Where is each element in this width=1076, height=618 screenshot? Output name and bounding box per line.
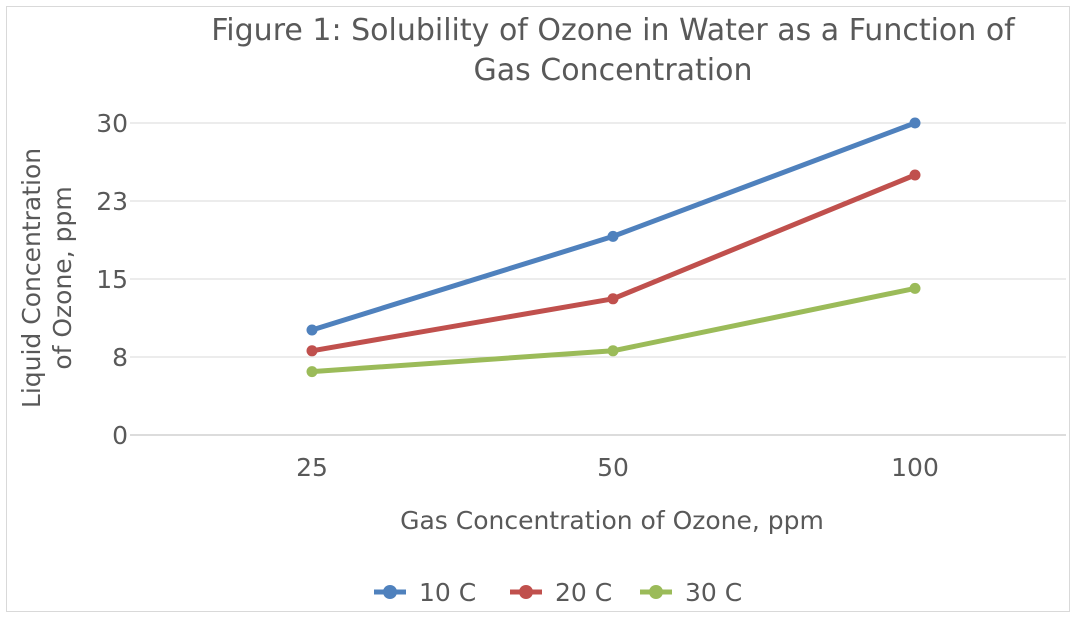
chart-title-line-1: Figure 1: Solubility of Ozone in Water a… [211, 13, 1016, 48]
x-tick-label: 100 [891, 453, 939, 482]
series-layer [306, 117, 921, 378]
legend-marker [519, 585, 533, 599]
x-axis-title: Gas Concentration of Ozone, ppm [400, 506, 824, 535]
y-tick-label: 8 [112, 343, 128, 372]
x-axis-ticks: 25 50 100 [296, 453, 939, 482]
legend-marker [383, 585, 397, 599]
data-point[interactable] [607, 345, 619, 357]
series-1[interactable] [306, 117, 921, 336]
data-point[interactable] [306, 366, 318, 378]
data-point[interactable] [607, 293, 619, 305]
y-tick-label: 0 [112, 421, 128, 450]
y-tick-label: 15 [96, 265, 128, 294]
data-point[interactable] [909, 169, 921, 181]
data-point[interactable] [909, 282, 921, 294]
data-point[interactable] [607, 230, 619, 242]
gridlines [130, 122, 1066, 436]
y-axis-title: Liquid Concentration of Ozone, ppm [17, 148, 77, 408]
y-axis-ticks: 0 8 15 23 30 [96, 109, 128, 450]
legend-item[interactable]: 10 C [374, 578, 476, 607]
legend-label: 30 C [685, 578, 742, 607]
legend-item[interactable]: 30 C [640, 578, 742, 607]
x-tick-label: 25 [296, 453, 328, 482]
y-tick-label: 30 [96, 109, 128, 138]
data-point[interactable] [909, 117, 921, 129]
legend-label: 10 C [419, 578, 476, 607]
chart-area [6, 6, 1070, 612]
legend-item[interactable]: 20 C [510, 578, 612, 607]
y-axis-title-line-1: Liquid Concentration [17, 148, 46, 408]
legend[interactable]: 10 C 20 C 30 C [374, 578, 742, 607]
legend-label: 20 C [555, 578, 612, 607]
x-tick-label: 50 [597, 453, 629, 482]
y-tick-label: 23 [96, 187, 128, 216]
data-point[interactable] [306, 324, 318, 336]
y-axis-title-line-2: of Ozone, ppm [48, 186, 77, 369]
data-point[interactable] [306, 345, 318, 357]
series-2[interactable] [306, 169, 921, 357]
chart-title-line-2: Gas Concentration [473, 53, 752, 88]
series-3[interactable] [306, 282, 921, 378]
legend-marker [649, 585, 663, 599]
